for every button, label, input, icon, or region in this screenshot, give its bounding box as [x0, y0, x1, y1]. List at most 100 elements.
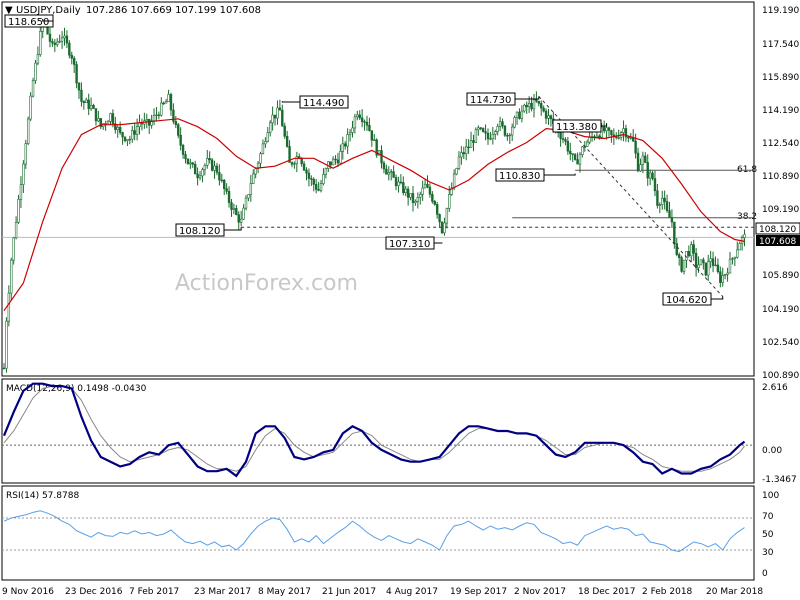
candle-body: [319, 183, 323, 191]
candle-body: [423, 183, 427, 189]
candle-body: [443, 222, 446, 234]
candle-body: [12, 237, 15, 261]
candle-body: [581, 146, 584, 155]
candle-body: [382, 162, 386, 170]
candle-body: [157, 114, 161, 116]
rsi-line: [3, 510, 745, 553]
header-symbol: USDJPY,Daily: [16, 5, 81, 16]
candle-body: [191, 162, 194, 165]
candle-body: [486, 132, 490, 140]
candle-body: [496, 126, 499, 132]
candle-body: [455, 168, 458, 175]
candle-body: [249, 183, 253, 195]
candle-body: [743, 234, 746, 238]
price-y-tick: 102.540: [762, 338, 799, 348]
candle-body: [503, 125, 507, 136]
candle-body: [530, 102, 533, 110]
candle-body: [419, 194, 422, 198]
candle-body: [646, 162, 649, 179]
candle-body: [653, 178, 657, 192]
candle-body: [68, 42, 71, 56]
candle-body: [489, 138, 492, 140]
candle-body: [259, 153, 262, 164]
macd-title: MACD(12,26,9) 0.1498 -0.0430: [6, 384, 147, 394]
candle-body: [450, 187, 453, 195]
annotation-connector: [544, 173, 576, 176]
candle-body: [670, 217, 674, 223]
candle-body: [72, 57, 76, 65]
candle-body: [602, 126, 606, 132]
candle-body: [26, 118, 30, 144]
candle-body: [356, 114, 359, 118]
candle-body: [201, 169, 204, 177]
candle-body: [155, 114, 158, 116]
x-tick-label: 18 Dec 2017: [578, 587, 636, 597]
candle-body: [641, 155, 645, 165]
candle-body: [172, 109, 175, 122]
x-tick-label: 20 Mar 2018: [706, 587, 763, 597]
candle-body: [237, 214, 240, 223]
candle-body: [508, 134, 511, 137]
candle-body: [109, 113, 112, 122]
candle-body: [53, 42, 57, 45]
annotation-label: 114.490: [303, 98, 344, 109]
candle-body: [77, 82, 81, 91]
candle-body: [677, 254, 681, 258]
candle-body: [605, 127, 608, 132]
candle-body: [360, 117, 364, 122]
candle-body: [133, 130, 136, 135]
x-tick-label: 23 Dec 2016: [65, 587, 123, 597]
candle-body: [123, 136, 127, 141]
candle-body: [193, 163, 197, 175]
candle-body: [452, 173, 456, 189]
candle-body: [65, 35, 69, 44]
candle-body: [629, 137, 632, 139]
candle-body: [75, 64, 78, 84]
candle-body: [564, 139, 567, 142]
candle-body: [736, 249, 739, 258]
candle-body: [339, 151, 342, 164]
candle-body: [380, 150, 383, 164]
candle-body: [329, 161, 332, 166]
candle-body: [467, 146, 470, 149]
candle-body: [92, 104, 95, 109]
candle-body: [373, 139, 376, 141]
candle-body: [140, 122, 144, 125]
candle-body: [690, 244, 693, 257]
candle-body: [428, 186, 432, 195]
candle-body: [317, 189, 320, 191]
candle-body: [39, 31, 42, 55]
annotation-connector: [601, 123, 608, 127]
candle-body: [525, 104, 528, 108]
candle-body: [680, 257, 683, 272]
moving-average: [3, 96, 745, 312]
candle-body: [227, 191, 231, 203]
candle-body: [733, 256, 737, 259]
candle-body: [29, 95, 32, 120]
rsi-y-tick: 0: [762, 569, 768, 579]
candle-body: [138, 122, 141, 127]
candle-body: [692, 244, 695, 254]
x-tick-label: 21 Jun 2017: [322, 587, 376, 597]
candle-body: [540, 103, 543, 109]
rsi-y-tick: 100: [762, 491, 779, 501]
candle-body: [668, 210, 671, 218]
candle-body: [547, 115, 550, 119]
candle-body: [392, 171, 395, 178]
candle-body: [293, 163, 296, 165]
candle-body: [344, 143, 347, 147]
annotation-connector: [711, 296, 724, 300]
x-tick-label: 2 Nov 2017: [514, 587, 566, 597]
candle-body: [377, 150, 381, 156]
candle-body: [559, 132, 562, 139]
price-tags: 108.120 107.608: [755, 222, 800, 247]
candle-body: [711, 258, 715, 266]
annotations: 118.650 108.120 114.490 107.310 114.730 113.3…: [4, 14, 724, 306]
candle-body: [426, 183, 429, 188]
annotation-label: 113.380: [556, 122, 597, 133]
candle-body: [353, 116, 357, 129]
candle-body: [14, 221, 18, 239]
annotation-label: 110.830: [499, 171, 540, 182]
candle-body: [288, 146, 291, 163]
